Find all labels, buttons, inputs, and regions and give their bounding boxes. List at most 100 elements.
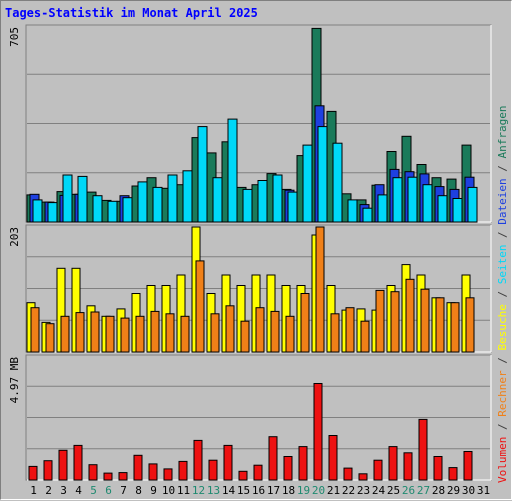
bar-rechner-day-27 <box>420 288 430 353</box>
legend-item-besuche: Besuche <box>496 304 509 357</box>
bar-volumen-day-22 <box>343 467 353 481</box>
bar-rechner-day-8 <box>135 315 145 353</box>
day-label: 11 <box>177 484 190 497</box>
bar-seiten-day-15 <box>242 188 253 223</box>
bar-volumen-day-30 <box>463 451 473 481</box>
legend-item-anfragen: Anfragen <box>496 105 509 165</box>
bar-seiten-day-3 <box>62 174 73 223</box>
bar-volumen-day-8 <box>133 454 143 481</box>
bar-seiten-day-24 <box>377 194 388 223</box>
day-label: 18 <box>282 484 295 497</box>
bar-volumen-day-19 <box>298 446 308 481</box>
legend-separator: / <box>496 357 509 370</box>
bar-volumen-day-28 <box>433 456 443 481</box>
bar-seiten-day-13 <box>212 177 223 223</box>
day-label: 20 <box>312 484 325 497</box>
bar-seiten-day-28 <box>437 195 448 223</box>
day-label: 10 <box>162 484 175 497</box>
day-label: 8 <box>135 484 142 497</box>
bar-rechner-day-21 <box>330 313 340 353</box>
scale-label-visits: 203 <box>8 227 21 247</box>
bar-rechner-day-25 <box>390 291 400 353</box>
bar-rechner-day-2 <box>45 323 55 353</box>
bar-volumen-day-18 <box>283 456 293 481</box>
bar-seiten-day-30 <box>467 186 478 223</box>
bar-rechner-day-28 <box>435 297 445 353</box>
day-label: 31 <box>477 484 490 497</box>
bar-volumen-day-14 <box>223 444 233 481</box>
bar-rechner-day-20 <box>315 226 325 353</box>
bar-rechner-day-22 <box>345 307 355 353</box>
bar-seiten-day-17 <box>272 174 283 223</box>
bar-rechner-day-30 <box>465 297 475 353</box>
legend-item-volumen: Volumen <box>496 437 509 483</box>
legend-separator: / <box>496 291 509 304</box>
day-label: 2 <box>45 484 52 497</box>
bar-seiten-day-16 <box>257 180 268 223</box>
series-seiten <box>32 118 478 223</box>
bar-rechner-day-11 <box>180 315 190 353</box>
day-label: 21 <box>327 484 340 497</box>
bar-seiten-day-4 <box>77 175 88 223</box>
bar-volumen-day-9 <box>148 463 158 481</box>
legend: Volumen / Rechner / Besuche / Seiten / D… <box>496 105 509 483</box>
bar-rechner-day-4 <box>75 312 85 353</box>
bar-volumen-day-20 <box>313 383 323 481</box>
day-label: 24 <box>372 484 386 497</box>
day-label: 19 <box>297 484 310 497</box>
bar-volumen-day-27 <box>418 418 428 481</box>
day-label: 28 <box>432 484 445 497</box>
bar-volumen-day-6 <box>103 472 113 481</box>
bar-rechner-day-10 <box>165 313 175 353</box>
bar-seiten-day-20 <box>317 126 328 223</box>
day-label: 7 <box>120 484 127 497</box>
day-label: 15 <box>237 484 250 497</box>
bar-volumen-day-1 <box>28 465 38 481</box>
bar-rechner-day-23 <box>360 320 370 353</box>
chart-title: Tages-Statistik im Monat April 2025 <box>5 6 258 20</box>
bar-volumen-day-15 <box>238 470 248 481</box>
bar-seiten-day-23 <box>362 207 373 223</box>
legend-separator: / <box>496 423 509 436</box>
series-volumen <box>28 383 473 481</box>
bar-seiten-day-29 <box>452 198 463 223</box>
bar-seiten-day-27 <box>422 184 433 223</box>
bar-rechner-day-1 <box>30 307 40 353</box>
day-label: 25 <box>387 484 400 497</box>
bar-volumen-day-17 <box>268 436 278 481</box>
bar-seiten-day-19 <box>302 144 313 223</box>
bar-rechner-day-29 <box>450 302 460 353</box>
bar-rechner-day-3 <box>60 315 70 353</box>
bar-volumen-day-2 <box>43 460 53 481</box>
scale-label-hits: 705 <box>8 27 21 47</box>
bar-rechner-day-9 <box>150 310 160 353</box>
panel-hits: 705 <box>8 24 492 223</box>
bar-seiten-day-14 <box>227 118 238 223</box>
bar-rechner-day-5 <box>90 311 100 353</box>
bar-seiten-day-8 <box>137 181 148 223</box>
bar-rechner-day-12 <box>195 260 205 353</box>
day-label: 29 <box>447 484 460 497</box>
bar-rechner-day-16 <box>255 307 265 353</box>
legend-text: Volumen / Rechner / Besuche / Seiten / D… <box>496 105 509 483</box>
bar-rechner-day-13 <box>210 313 220 353</box>
bar-seiten-day-10 <box>167 174 178 223</box>
bar-rechner-day-18 <box>285 315 295 353</box>
day-label: 9 <box>150 484 157 497</box>
legend-item-rechner: Rechner <box>496 370 509 423</box>
bar-rechner-day-15 <box>240 320 250 353</box>
bar-volumen-day-16 <box>253 464 263 481</box>
bar-volumen-day-12 <box>193 439 203 481</box>
day-label: 16 <box>252 484 265 497</box>
day-label: 26 <box>402 484 415 497</box>
bar-seiten-day-1 <box>32 199 43 223</box>
bar-rechner-day-17 <box>270 310 280 353</box>
day-label: 22 <box>342 484 355 497</box>
bar-rechner-day-7 <box>120 317 130 353</box>
legend-item-dateien: Dateien <box>496 178 509 231</box>
bar-volumen-day-13 <box>208 459 218 481</box>
bar-seiten-day-12 <box>197 126 208 223</box>
bar-seiten-day-5 <box>92 195 103 223</box>
